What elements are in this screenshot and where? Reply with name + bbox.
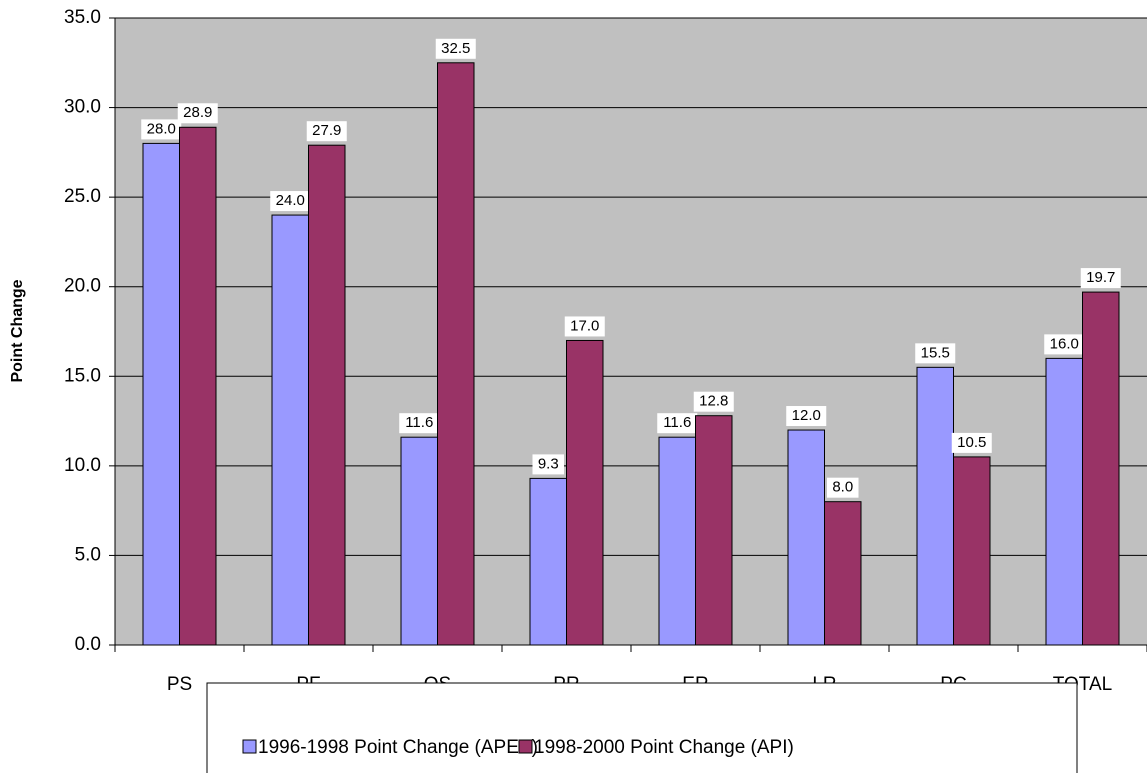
bar	[953, 456, 991, 646]
y-tick-label: 20.0	[64, 276, 101, 297]
bar	[824, 501, 862, 646]
bar	[271, 214, 309, 646]
legend-box	[206, 682, 1078, 778]
value-label: 12.8	[699, 393, 728, 410]
value-label: 28.0	[147, 120, 176, 137]
y-axis-label: Point Change	[9, 279, 26, 382]
value-label: 17.0	[570, 317, 599, 334]
value-label-box	[270, 191, 311, 212]
value-label: 28.9	[183, 104, 212, 121]
y-tick-label: 25.0	[64, 186, 101, 207]
value-label: 9.3	[538, 455, 559, 472]
y-tick-label: 0.0	[75, 634, 101, 655]
bar	[916, 366, 954, 646]
y-tick-label: 10.0	[64, 455, 101, 476]
legend-swatch	[518, 739, 533, 754]
x-tick-label: PS	[167, 674, 192, 695]
value-label-box	[399, 413, 440, 434]
bar	[1045, 357, 1083, 646]
y-tick-label: 5.0	[75, 544, 101, 565]
value-label-box	[786, 406, 827, 427]
legend-label: 1998-2000 Point Change (API)	[534, 737, 794, 758]
bar	[529, 477, 567, 646]
bar	[142, 142, 180, 646]
value-label-box	[564, 316, 605, 337]
bar	[308, 144, 346, 646]
value-label: 24.0	[276, 192, 305, 209]
value-label-box	[532, 454, 564, 475]
bar	[1082, 291, 1120, 646]
value-label: 32.5	[441, 40, 470, 57]
bar	[566, 339, 604, 646]
bar	[658, 436, 696, 646]
value-label: 8.0	[832, 479, 853, 496]
value-label: 11.6	[405, 414, 433, 431]
value-label-box	[693, 391, 734, 412]
value-label-box	[951, 432, 992, 453]
value-label-box	[1080, 268, 1121, 289]
bar	[400, 436, 438, 646]
bar	[179, 126, 217, 646]
value-label: 16.0	[1050, 335, 1079, 352]
value-label: 19.7	[1086, 269, 1115, 286]
value-label: 12.0	[792, 407, 821, 424]
y-tick-label: 35.0	[64, 7, 101, 28]
legend-swatch	[242, 739, 257, 754]
value-label: 11.6	[663, 414, 691, 431]
value-label-box	[1044, 334, 1085, 355]
y-tick-label: 15.0	[64, 365, 101, 386]
bar	[695, 415, 733, 646]
value-label-box	[657, 413, 698, 434]
y-tick-label: 30.0	[64, 97, 101, 118]
legend-label: 1996-1998 Point Change (APES)	[258, 737, 538, 758]
value-label-box	[306, 121, 347, 142]
value-label-box	[141, 119, 182, 140]
value-label-box	[827, 477, 859, 498]
value-label-box	[915, 343, 956, 364]
bar	[437, 62, 475, 646]
value-label-box	[435, 38, 476, 59]
value-label: 15.5	[921, 344, 950, 361]
value-label-box	[177, 103, 218, 124]
value-label: 27.9	[312, 122, 341, 139]
bar	[787, 429, 825, 646]
value-label: 10.5	[957, 434, 986, 451]
plot-area	[115, 18, 1147, 645]
